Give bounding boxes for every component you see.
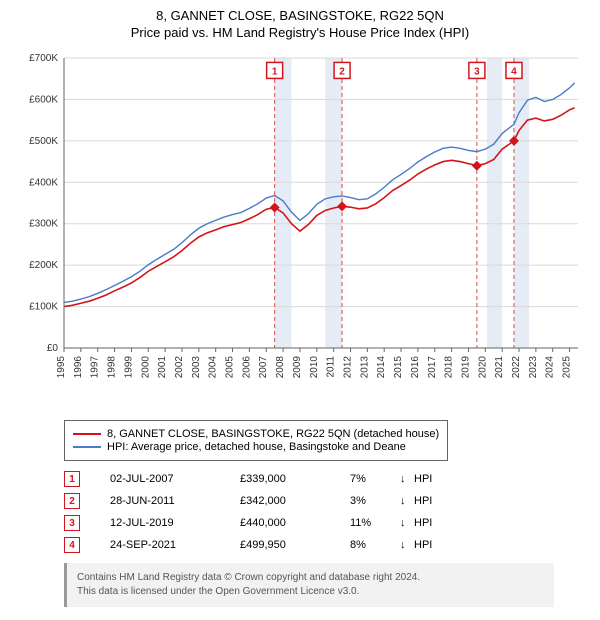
arrow-down-icon: ↓ xyxy=(400,517,414,529)
svg-text:2014: 2014 xyxy=(376,356,387,379)
svg-text:2023: 2023 xyxy=(528,356,539,379)
footer-attribution: Contains HM Land Registry data © Crown c… xyxy=(64,563,554,607)
svg-text:2005: 2005 xyxy=(225,356,236,379)
svg-text:2020: 2020 xyxy=(477,356,488,379)
row-date: 12-JUL-2019 xyxy=(110,517,240,529)
svg-text:2025: 2025 xyxy=(562,356,573,379)
row-date: 28-JUN-2011 xyxy=(110,495,240,507)
svg-text:2024: 2024 xyxy=(545,356,556,379)
svg-text:2009: 2009 xyxy=(292,356,303,379)
chart-subtitle: Price paid vs. HM Land Registry's House … xyxy=(12,25,588,40)
svg-text:2015: 2015 xyxy=(393,356,404,379)
legend-swatch xyxy=(73,433,101,435)
svg-text:£400K: £400K xyxy=(29,177,58,188)
svg-text:2019: 2019 xyxy=(460,356,471,379)
row-date: 24-SEP-2021 xyxy=(110,539,240,551)
row-pct: 3% xyxy=(350,495,400,507)
row-hpi-label: HPI xyxy=(414,517,444,529)
svg-text:2008: 2008 xyxy=(275,356,286,379)
svg-text:2013: 2013 xyxy=(359,356,370,379)
legend-box: 8, GANNET CLOSE, BASINGSTOKE, RG22 5QN (… xyxy=(64,420,448,461)
svg-text:3: 3 xyxy=(474,66,480,77)
svg-text:4: 4 xyxy=(511,66,517,77)
svg-text:2000: 2000 xyxy=(140,356,151,379)
svg-text:£200K: £200K xyxy=(29,260,58,271)
arrow-down-icon: ↓ xyxy=(400,539,414,551)
row-hpi-label: HPI xyxy=(414,495,444,507)
svg-text:1995: 1995 xyxy=(56,356,67,379)
transaction-table: 102-JUL-2007£339,0007%↓HPI228-JUN-2011£3… xyxy=(64,471,588,553)
legend-label: HPI: Average price, detached house, Basi… xyxy=(107,441,406,453)
svg-text:2018: 2018 xyxy=(444,356,455,379)
legend-row: 8, GANNET CLOSE, BASINGSTOKE, RG22 5QN (… xyxy=(73,428,439,440)
row-pct: 11% xyxy=(350,517,400,529)
arrow-down-icon: ↓ xyxy=(400,473,414,485)
row-price: £342,000 xyxy=(240,495,350,507)
svg-text:£100K: £100K xyxy=(29,302,58,313)
svg-text:2010: 2010 xyxy=(309,356,320,379)
footer-line2: This data is licensed under the Open Gov… xyxy=(77,586,359,597)
svg-text:£0: £0 xyxy=(47,343,59,354)
svg-text:2021: 2021 xyxy=(494,356,505,379)
row-price: £440,000 xyxy=(240,517,350,529)
svg-text:£600K: £600K xyxy=(29,94,58,105)
row-marker: 1 xyxy=(64,471,80,487)
row-pct: 7% xyxy=(350,473,400,485)
row-marker: 4 xyxy=(64,537,80,553)
row-date: 02-JUL-2007 xyxy=(110,473,240,485)
legend-swatch xyxy=(73,446,101,448)
svg-text:£500K: £500K xyxy=(29,136,58,147)
transaction-row: 4 24-SEP-2021£499,9508%↓HPI xyxy=(64,537,588,553)
row-hpi-label: HPI xyxy=(414,473,444,485)
svg-text:2016: 2016 xyxy=(410,356,421,379)
svg-text:1998: 1998 xyxy=(107,356,118,379)
svg-text:2011: 2011 xyxy=(326,356,337,378)
svg-text:2007: 2007 xyxy=(258,356,269,379)
svg-text:2017: 2017 xyxy=(427,356,438,379)
svg-text:£700K: £700K xyxy=(29,53,58,64)
svg-text:2002: 2002 xyxy=(174,356,185,379)
svg-text:2001: 2001 xyxy=(157,356,168,379)
transaction-row: 2 28-JUN-2011£342,0003%↓HPI xyxy=(64,493,588,509)
chart-area: £0 £100K £200K £300K £400K £500K £600K £700K 1 2 3… xyxy=(12,48,588,408)
arrow-down-icon: ↓ xyxy=(400,495,414,507)
footer-line1: Contains HM Land Registry data © Crown c… xyxy=(77,572,420,583)
svg-text:2012: 2012 xyxy=(342,356,353,379)
chart-title: 8, GANNET CLOSE, BASINGSTOKE, RG22 5QN xyxy=(12,8,588,23)
svg-text:1999: 1999 xyxy=(123,356,134,379)
svg-text:2006: 2006 xyxy=(241,356,252,379)
svg-text:£300K: £300K xyxy=(29,219,58,230)
row-pct: 8% xyxy=(350,539,400,551)
page-container: 8, GANNET CLOSE, BASINGSTOKE, RG22 5QN P… xyxy=(0,0,600,619)
row-price: £339,000 xyxy=(240,473,350,485)
legend-label: 8, GANNET CLOSE, BASINGSTOKE, RG22 5QN (… xyxy=(107,428,439,440)
row-marker: 2 xyxy=(64,493,80,509)
svg-text:1996: 1996 xyxy=(73,356,84,379)
transaction-row: 1 02-JUL-2007£339,0007%↓HPI xyxy=(64,471,588,487)
row-price: £499,950 xyxy=(240,539,350,551)
svg-text:1: 1 xyxy=(272,66,278,77)
svg-text:2003: 2003 xyxy=(191,356,202,379)
row-hpi-label: HPI xyxy=(414,539,444,551)
legend-row: HPI: Average price, detached house, Basi… xyxy=(73,441,439,453)
svg-text:1997: 1997 xyxy=(90,356,101,379)
svg-text:2022: 2022 xyxy=(511,356,522,379)
row-marker: 3 xyxy=(64,515,80,531)
transaction-row: 3 12-JUL-2019£440,00011%↓HPI xyxy=(64,515,588,531)
svg-text:2: 2 xyxy=(339,66,345,77)
svg-text:2004: 2004 xyxy=(208,356,219,379)
chart-svg: £0 £100K £200K £300K £400K £500K £600K £700K 1 2 3… xyxy=(12,48,588,408)
